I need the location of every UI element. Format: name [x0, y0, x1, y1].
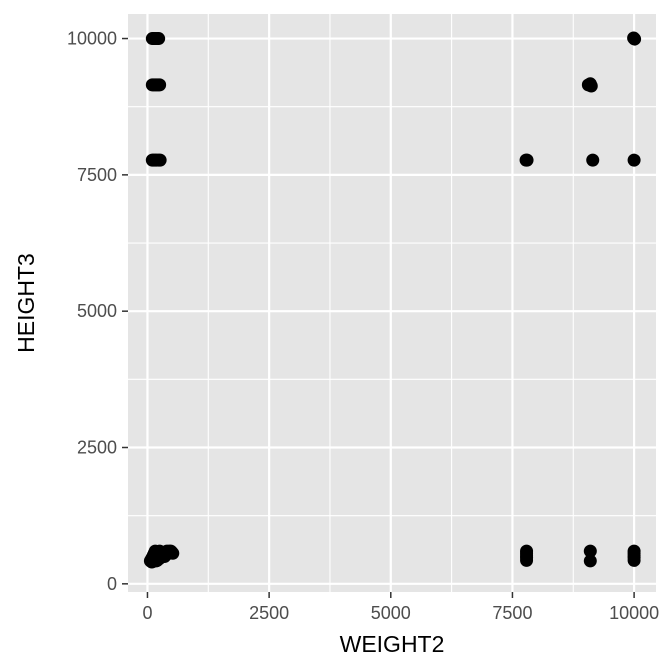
data-point — [586, 153, 600, 167]
x-axis-ticks: 0 2500 5000 7500 10000 — [142, 592, 659, 623]
y-axis-ticks: 0 2500 5000 7500 10000 — [67, 29, 128, 594]
data-point — [153, 153, 167, 167]
plot-panel — [128, 14, 656, 592]
data-point — [149, 554, 163, 568]
data-point — [152, 32, 166, 46]
x-tick-label-3: 7500 — [492, 603, 532, 623]
data-point — [520, 153, 534, 167]
data-point — [627, 553, 641, 567]
x-axis-title: WEIGHT2 — [340, 631, 445, 657]
x-tick-label-4: 10000 — [609, 603, 659, 623]
grid-major — [128, 14, 656, 592]
data-point — [583, 544, 597, 558]
y-tick-label-4: 10000 — [67, 29, 117, 49]
grid-minor — [128, 14, 656, 592]
data-point — [627, 153, 641, 167]
data-point — [583, 554, 597, 568]
data-point — [584, 79, 598, 93]
x-tick-label-2: 5000 — [371, 603, 411, 623]
data-point — [153, 78, 167, 92]
y-tick-label-3: 7500 — [77, 165, 117, 185]
data-point — [160, 544, 174, 558]
data-points — [143, 31, 642, 569]
data-point — [627, 31, 641, 45]
x-tick-label-0: 0 — [142, 603, 152, 623]
y-tick-label-2: 5000 — [77, 301, 117, 321]
y-tick-label-0: 0 — [107, 574, 117, 594]
y-axis-title: HEIGHT3 — [13, 253, 39, 353]
x-tick-label-1: 2500 — [249, 603, 289, 623]
data-point — [520, 553, 534, 567]
y-tick-label-1: 2500 — [77, 438, 117, 458]
